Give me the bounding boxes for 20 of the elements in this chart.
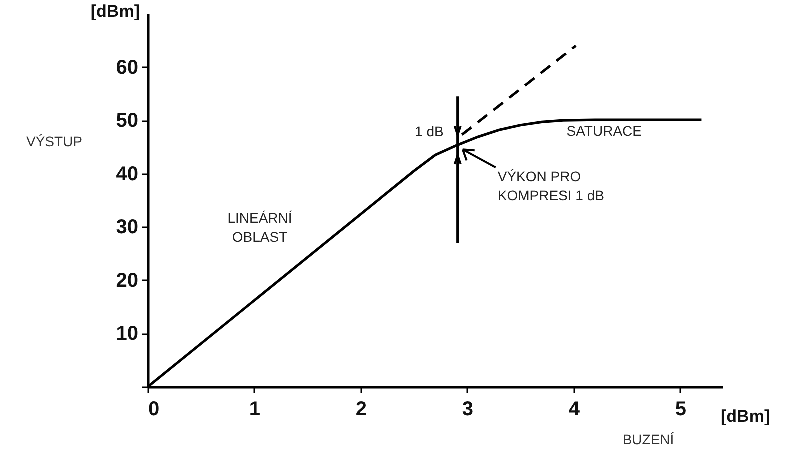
- annotation: 1 dB: [415, 123, 444, 140]
- x-tick-label: 0: [148, 398, 160, 420]
- annotation: LINEÁRNÍ OBLAST: [228, 210, 292, 245]
- x-tick-label: 2: [356, 398, 368, 420]
- annotation: VÝKON PRO KOMPRESI 1 dB: [498, 168, 604, 204]
- y-tick-label: 50: [116, 110, 138, 132]
- annotation: SATURACE: [566, 123, 642, 139]
- x-tick-label: 3: [462, 398, 474, 420]
- y-tick-label: 60: [116, 56, 138, 79]
- y-tick-label: 40: [116, 163, 138, 186]
- x-axis-title: BUZENÍ: [622, 432, 674, 448]
- x-tick-label: 5: [675, 398, 686, 420]
- x-tick-label: 4: [568, 398, 581, 420]
- text: [dBm]: [721, 407, 770, 426]
- x-tick-label: 1: [249, 398, 261, 420]
- y-tick-label: 20: [116, 270, 138, 292]
- y-tick-label: 30: [116, 216, 138, 239]
- y-tick-label: 10: [116, 323, 138, 346]
- y-axis-title: VÝSTUP: [26, 134, 83, 150]
- text: [dBm]: [90, 2, 140, 21]
